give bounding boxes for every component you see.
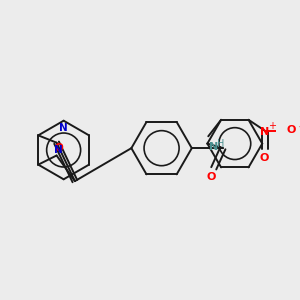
Text: O: O xyxy=(206,172,216,182)
Text: O: O xyxy=(260,153,269,163)
Text: N: N xyxy=(59,124,68,134)
Text: O: O xyxy=(54,143,63,153)
Text: N: N xyxy=(209,142,218,152)
Text: -: - xyxy=(298,121,300,135)
Text: +: + xyxy=(268,121,276,131)
Text: N: N xyxy=(54,146,63,155)
Text: N: N xyxy=(260,127,270,137)
Text: H: H xyxy=(217,139,224,148)
Text: O: O xyxy=(287,125,296,135)
